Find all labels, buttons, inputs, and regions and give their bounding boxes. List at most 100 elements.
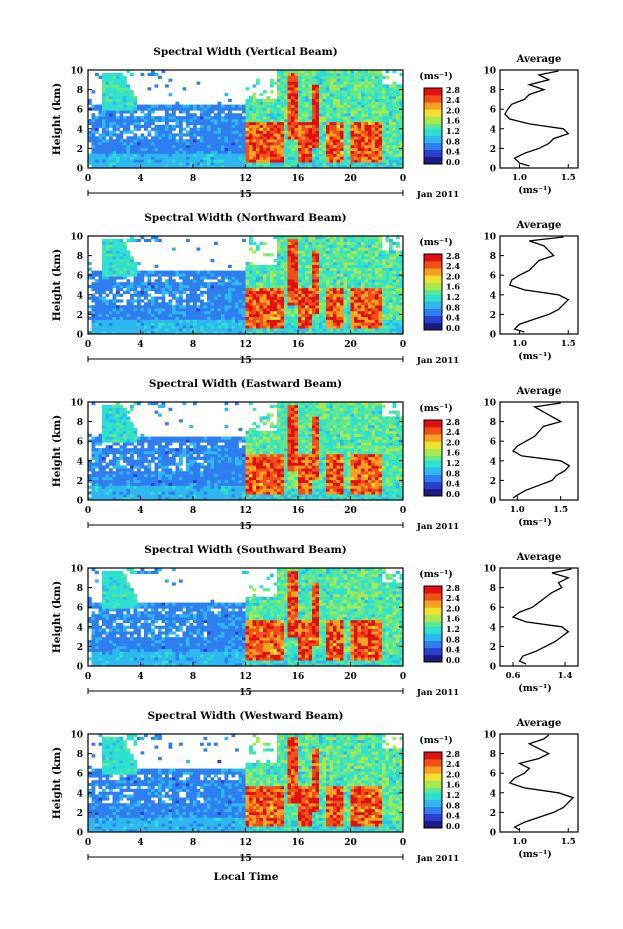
heatmap-cell xyxy=(193,124,197,128)
heatmap-cell xyxy=(305,113,309,117)
heatmap-cell xyxy=(193,279,197,283)
heatmap-cell xyxy=(214,156,218,160)
heatmap-cell xyxy=(109,116,113,120)
heatmap-cell xyxy=(259,305,264,309)
heatmap-cell xyxy=(144,319,148,323)
heatmap-cell xyxy=(196,322,201,326)
heatmap-cell xyxy=(354,150,358,154)
heatmap-cell xyxy=(322,144,327,149)
heatmap-cell xyxy=(347,81,351,85)
heatmap-cell xyxy=(392,124,397,128)
heatmap-cell xyxy=(151,313,155,317)
heatmap-cell xyxy=(140,328,145,332)
heatmap-cell xyxy=(259,162,264,166)
heatmap-cell xyxy=(119,133,124,137)
heatmap-cell xyxy=(144,310,148,315)
heatmap-cell xyxy=(109,287,113,292)
heatmap-cell xyxy=(154,127,159,131)
heatmap-cell xyxy=(217,331,222,335)
colorbar-segment xyxy=(424,137,442,141)
heatmap-cell xyxy=(378,165,383,169)
heatmap-cell xyxy=(95,150,99,154)
heatmap-cell xyxy=(256,305,260,309)
heatmap-cell xyxy=(294,279,299,283)
heatmap-cell xyxy=(235,139,239,143)
heatmap-cell xyxy=(126,273,131,277)
y-axis-label: Height (km) xyxy=(51,83,63,155)
heatmap-cell xyxy=(182,316,187,320)
heatmap-cell xyxy=(249,159,253,163)
heatmap-cell xyxy=(364,142,369,146)
heatmap-cell xyxy=(228,110,232,114)
heatmap-cell xyxy=(378,238,383,243)
heatmap-cell xyxy=(273,305,278,309)
heatmap-cell xyxy=(161,287,166,292)
heatmap-cell xyxy=(375,236,379,240)
heatmap-cell xyxy=(284,136,288,140)
heatmap-cell xyxy=(172,247,176,251)
heatmap-cell xyxy=(116,142,120,146)
heatmap-cell xyxy=(273,293,278,297)
heatmap-cell xyxy=(182,144,187,149)
heatmap-cell xyxy=(340,241,344,245)
heatmap-cell xyxy=(224,290,229,294)
heatmap-cell xyxy=(333,156,337,160)
heatmap-cell xyxy=(193,302,197,306)
heatmap-cell xyxy=(112,276,117,280)
heatmap-cell xyxy=(207,110,211,114)
heatmap-cell xyxy=(98,116,103,120)
heatmap-cell xyxy=(333,328,337,332)
heatmap-cell xyxy=(175,282,180,286)
heatmap-cell xyxy=(266,264,271,268)
heatmap-cell xyxy=(312,87,316,91)
heatmap-cell xyxy=(399,84,404,88)
heatmap-cell xyxy=(147,162,152,166)
heatmap-cell xyxy=(291,87,295,91)
heatmap-cell xyxy=(277,119,281,123)
heatmap-cell xyxy=(238,159,243,163)
heatmap-cell xyxy=(186,322,190,326)
heatmap-cell xyxy=(322,110,327,114)
heatmap-cell xyxy=(389,90,393,94)
heatmap-cell xyxy=(399,310,404,315)
heatmap-cell xyxy=(322,165,327,169)
heatmap-cell xyxy=(130,299,134,303)
heatmap-cell xyxy=(284,159,288,163)
heatmap-cell xyxy=(298,78,302,82)
heatmap-cell xyxy=(361,270,365,274)
heatmap-cell xyxy=(392,282,397,286)
heatmap-cell xyxy=(277,310,281,315)
heatmap-cell xyxy=(284,121,288,126)
heatmap-cell xyxy=(172,144,176,149)
heatmap-cell xyxy=(228,142,232,146)
heatmap-cell xyxy=(235,136,239,140)
heatmap-cell xyxy=(119,319,124,323)
heatmap-cell xyxy=(308,250,313,254)
heatmap-cell xyxy=(315,276,320,280)
heatmap-cell xyxy=(343,293,348,297)
heatmap-cell xyxy=(336,253,341,257)
heatmap-cell xyxy=(371,98,376,102)
heatmap-cell xyxy=(228,293,232,297)
heatmap-cell xyxy=(284,116,288,120)
heatmap-cell xyxy=(105,156,110,160)
heatmap-cell xyxy=(354,302,358,306)
heatmap-cell xyxy=(224,107,229,111)
heatmap-cell xyxy=(392,241,397,245)
heatmap-cell xyxy=(252,127,257,131)
heatmap-cell xyxy=(315,136,320,140)
heatmap-cell xyxy=(175,310,180,315)
heatmap-cell xyxy=(158,325,162,329)
heatmap-cell xyxy=(375,90,379,94)
heatmap-cell xyxy=(280,287,285,292)
heatmap-cell xyxy=(263,331,267,335)
heatmap-cell xyxy=(193,276,197,280)
heatmap-cell xyxy=(179,144,183,149)
heatmap-cell xyxy=(200,139,204,143)
heatmap-cell xyxy=(179,296,183,300)
heatmap-cell xyxy=(277,153,281,157)
heatmap-cell xyxy=(273,147,278,151)
heatmap-cell xyxy=(273,331,278,335)
heatmap-cell xyxy=(280,162,285,166)
heatmap-cell xyxy=(368,310,372,315)
